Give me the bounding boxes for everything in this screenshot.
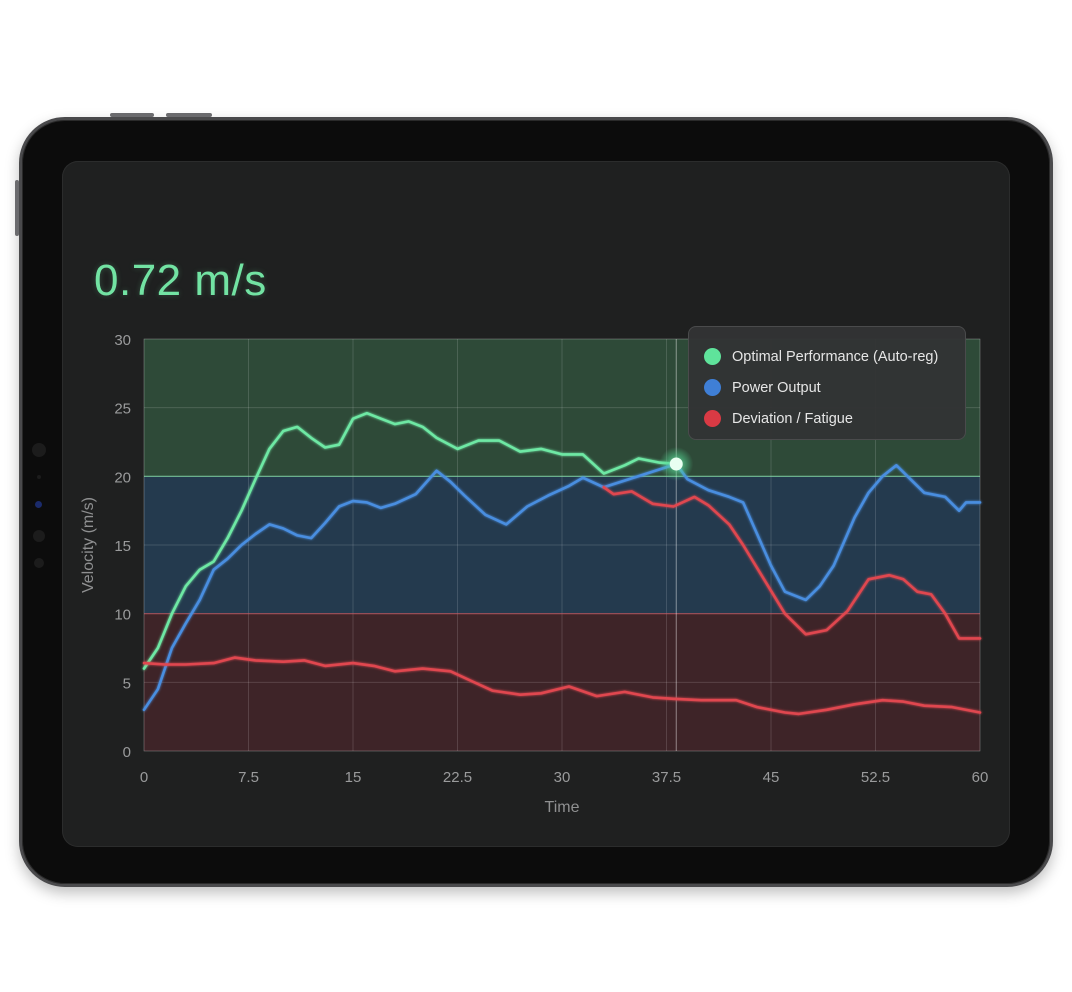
y-tick-label: 30 xyxy=(114,332,131,349)
x-tick-label: 37.5 xyxy=(652,769,681,786)
x-tick-label: 22.5 xyxy=(443,769,472,786)
velocity-readout: 0.72 m/s xyxy=(94,256,267,305)
x-tick-label: 52.5 xyxy=(861,769,890,786)
x-tick-label: 7.5 xyxy=(238,769,259,786)
x-tick-label: 45 xyxy=(763,769,780,786)
legend-item-fatigue[interactable]: Deviation / Fatigue xyxy=(689,403,965,434)
series-line xyxy=(142,462,982,712)
camera-lens xyxy=(35,501,42,508)
legend-label: Power Output xyxy=(732,379,821,396)
y-tick-label: 20 xyxy=(114,469,131,486)
x-tick-label: 30 xyxy=(554,769,571,786)
y-tick-label: 0 xyxy=(123,744,131,761)
chart-legend: Optimal Performance (Auto-reg) Power Out… xyxy=(688,326,966,440)
y-tick-label: 15 xyxy=(114,538,131,555)
x-tick-label: 0 xyxy=(140,769,148,786)
series-line xyxy=(142,656,982,716)
top-button-2 xyxy=(166,113,212,117)
zone-power xyxy=(144,476,980,614)
x-tick-label: 60 xyxy=(972,769,989,786)
legend-dot-icon xyxy=(704,410,721,427)
y-tick-label: 25 xyxy=(114,401,131,418)
y-tick-label: 5 xyxy=(123,675,131,692)
zone-fatigue xyxy=(144,613,980,751)
legend-label: Optimal Performance (Auto-reg) xyxy=(732,348,939,365)
y-tick-label: 10 xyxy=(114,607,131,624)
legend-dot-icon xyxy=(704,379,721,396)
camera-sensor xyxy=(32,443,46,457)
legend-dot-icon xyxy=(704,348,721,365)
series-line xyxy=(602,486,982,640)
x-axis-label: Time xyxy=(545,799,580,816)
legend-item-power[interactable]: Power Output xyxy=(689,372,965,403)
camera-sensor-3 xyxy=(34,558,44,568)
top-button-1 xyxy=(110,113,154,117)
highlight-point xyxy=(669,457,683,471)
legend-item-optimal[interactable]: Optimal Performance (Auto-reg) xyxy=(689,341,965,372)
x-tick-label: 15 xyxy=(345,769,362,786)
camera-sensor-2 xyxy=(33,530,45,542)
plot-frame xyxy=(143,338,981,752)
legend-label: Deviation / Fatigue xyxy=(732,410,853,427)
camera-sensor-dot xyxy=(37,475,41,479)
side-button xyxy=(15,180,19,236)
series-line xyxy=(142,411,678,670)
y-axis-label: Velocity (m/s) xyxy=(80,497,97,593)
